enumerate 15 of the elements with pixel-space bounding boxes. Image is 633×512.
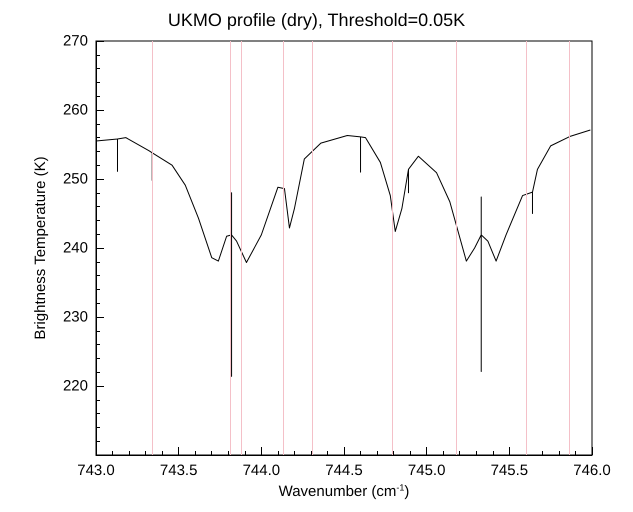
x-tick-label: 743.5 bbox=[160, 462, 198, 479]
y-tick-label: 230 bbox=[62, 308, 88, 326]
y-tick-label: 260 bbox=[62, 102, 88, 118]
chart-title: UKMO profile (dry), Threshold=0.05K bbox=[168, 10, 466, 30]
x-tick-label: 746.0 bbox=[573, 462, 611, 479]
y-tick-label: 250 bbox=[62, 170, 88, 188]
x-tick-label: 743.0 bbox=[77, 462, 115, 479]
x-tick-label: 744.0 bbox=[242, 462, 280, 479]
x-tick-label: 744.5 bbox=[325, 462, 363, 479]
y-axis-title: Brightness Temperature (K) bbox=[32, 156, 49, 340]
x-tick-label: 745.0 bbox=[408, 462, 446, 479]
y-tick-label: 240 bbox=[62, 240, 88, 256]
x-tick-label: 745.5 bbox=[490, 462, 528, 479]
y-tick-label: 270 bbox=[62, 32, 88, 50]
y-tick-label: 220 bbox=[62, 378, 88, 394]
